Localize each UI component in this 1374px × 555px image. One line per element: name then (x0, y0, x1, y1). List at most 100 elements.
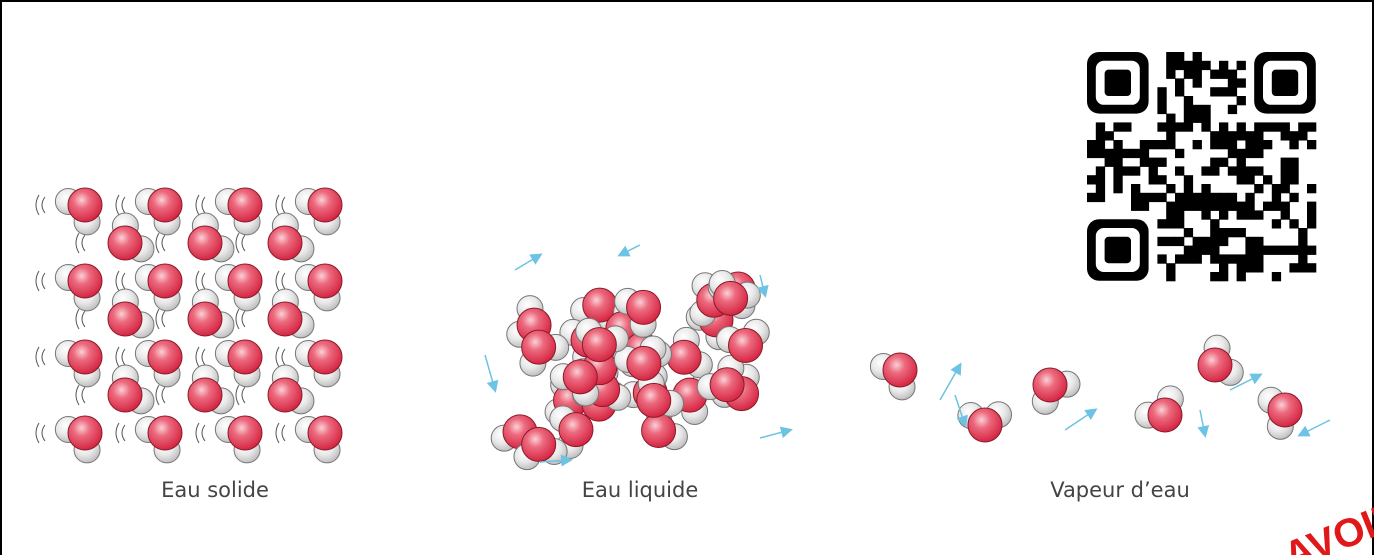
qr-module (1210, 193, 1219, 202)
oxygen (148, 340, 182, 374)
oxygen (308, 416, 342, 450)
oxygen (627, 346, 661, 380)
oxygen (714, 281, 748, 315)
oxygen (667, 340, 701, 374)
qr-module (1254, 166, 1263, 175)
qr-module (1298, 237, 1307, 246)
qr-module (1245, 140, 1254, 149)
qr-module (1184, 175, 1193, 184)
qr-module (1157, 140, 1166, 149)
qr-module (1113, 166, 1122, 175)
qr-module (1245, 263, 1254, 272)
qr-module (1157, 175, 1166, 184)
qr-module (1254, 184, 1263, 193)
qr-module (1210, 254, 1219, 263)
oxygen (228, 264, 262, 298)
qr-module (1219, 140, 1228, 149)
qr-module (1254, 122, 1263, 131)
label-liquid: Eau liquide (582, 478, 699, 502)
qr-module (1140, 140, 1149, 149)
qr-module (1184, 114, 1193, 123)
qr-module (1298, 263, 1307, 272)
qr-module (1289, 158, 1298, 167)
qr-module (1105, 158, 1114, 167)
qr-module (1193, 202, 1202, 211)
qr-module (1237, 149, 1246, 158)
qr-module (1201, 202, 1210, 211)
qr-module (1140, 193, 1149, 202)
qr-module (1281, 122, 1290, 131)
qr-module (1166, 140, 1175, 149)
qr-module (1307, 122, 1316, 131)
qr-module (1157, 96, 1166, 105)
qr-module (1219, 202, 1228, 211)
qr-module (1166, 210, 1175, 219)
qr-module (1201, 193, 1210, 202)
qr-module (1228, 70, 1237, 79)
qr-module (1210, 70, 1219, 79)
qr-module (1087, 175, 1096, 184)
qr-module (1184, 246, 1193, 255)
qr-module (1131, 166, 1140, 175)
qr-module (1131, 149, 1140, 158)
qr-module (1193, 70, 1202, 79)
qr-module (1201, 246, 1210, 255)
qr-module (1193, 193, 1202, 202)
qr-module (1140, 202, 1149, 211)
qr-module (1122, 149, 1131, 158)
qr-module (1113, 122, 1122, 131)
qr-module (1166, 131, 1175, 140)
diagram: Eau solide Eau liquide Vapeur d’eau AVOI… (0, 0, 1374, 555)
qr-module (1210, 202, 1219, 211)
qr-module (1184, 193, 1193, 202)
qr-module (1245, 193, 1254, 202)
qr-module (1245, 254, 1254, 263)
qr-module (1219, 158, 1228, 167)
oxygen (883, 353, 917, 387)
qr-module (1210, 228, 1219, 237)
qr-module (1113, 158, 1122, 167)
qr-module (1157, 105, 1166, 114)
qr-module (1219, 237, 1228, 246)
qr-module (1166, 263, 1175, 272)
oxygen (148, 264, 182, 298)
qr-module (1096, 131, 1105, 140)
qr-module (1193, 246, 1202, 255)
qr-module (1263, 140, 1272, 149)
qr-module (1289, 263, 1298, 272)
qr-module (1263, 175, 1272, 184)
qr-module (1096, 149, 1105, 158)
qr-module (1184, 70, 1193, 79)
qr-module (1298, 228, 1307, 237)
qr-module (1228, 149, 1237, 158)
qr-module (1263, 122, 1272, 131)
oxygen (563, 360, 597, 394)
qr-module (1298, 131, 1307, 140)
qr-module (1228, 140, 1237, 149)
qr-module (1219, 193, 1228, 202)
qr-module (1237, 254, 1246, 263)
qr-module (1228, 254, 1237, 263)
qr-module (1237, 131, 1246, 140)
qr-module (1219, 228, 1228, 237)
qr-module (1175, 52, 1184, 61)
qr-module (1219, 70, 1228, 79)
qr-module (1254, 263, 1263, 272)
qr-module (1254, 149, 1263, 158)
qr-module (1149, 158, 1158, 167)
oxygen (188, 378, 222, 412)
qr-module (1237, 210, 1246, 219)
qr-module (1210, 237, 1219, 246)
qr-module (1087, 193, 1096, 202)
qr-module (1096, 193, 1105, 202)
qr-module (1219, 122, 1228, 131)
qr-module (1245, 149, 1254, 158)
qr-module (1263, 246, 1272, 255)
qr-module (1166, 52, 1175, 61)
qr-module (1289, 219, 1298, 228)
qr-module (1166, 122, 1175, 131)
qr-module (1237, 228, 1246, 237)
qr-module (1228, 228, 1237, 237)
qr-module (1149, 193, 1158, 202)
qr-module (1210, 87, 1219, 96)
